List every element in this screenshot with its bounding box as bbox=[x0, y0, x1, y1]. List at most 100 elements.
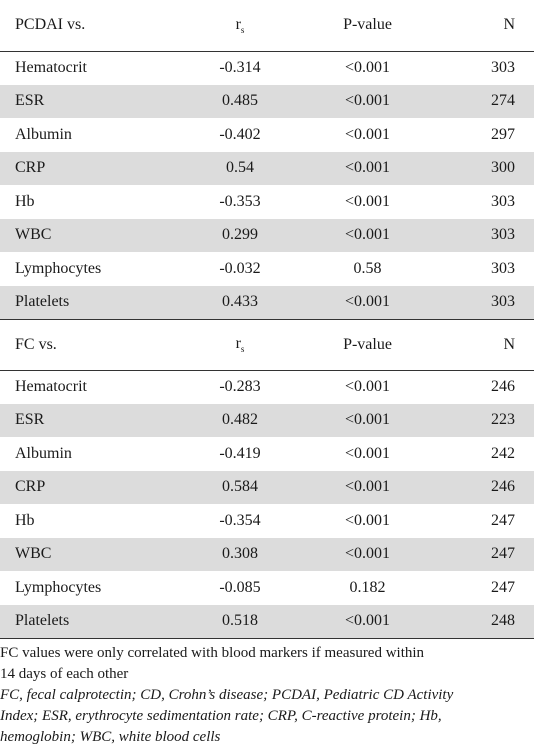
pvalue-cell: <0.001 bbox=[305, 537, 430, 571]
n-cell: 274 bbox=[430, 84, 534, 118]
pvalue-cell: <0.001 bbox=[305, 403, 430, 437]
table-row: ESR 0.482 <0.001 223 bbox=[0, 403, 534, 437]
marker-cell: Lymphocytes bbox=[15, 578, 102, 596]
rs-cell: 0.433 bbox=[175, 285, 305, 319]
rs-cell: -0.283 bbox=[219, 378, 261, 395]
pvalue-cell: <0.001 bbox=[344, 125, 391, 143]
table-row: CRP 0.54 <0.001 300 bbox=[0, 151, 534, 185]
n-cell: 303 bbox=[491, 259, 515, 277]
table-row: CRP 0.584 <0.001 246 bbox=[0, 470, 534, 504]
n-cell: 303 bbox=[430, 218, 534, 252]
pvalue-cell: <0.001 bbox=[305, 218, 430, 252]
rs-column-header: rs bbox=[175, 0, 305, 52]
table-row: Lymphocytes -0.085 0.182 247 bbox=[0, 571, 534, 605]
pvalue-cell: <0.001 bbox=[344, 378, 391, 395]
pvalue-cell: <0.001 bbox=[344, 444, 391, 462]
n-cell: 246 bbox=[430, 470, 534, 504]
table-row: WBC 0.308 <0.001 247 bbox=[0, 537, 534, 571]
rs-cell: 0.482 bbox=[175, 403, 305, 437]
n-cell: 303 bbox=[491, 192, 515, 210]
section-header-row: FC vs. rs P-value N bbox=[0, 318, 534, 371]
pvalue-cell: <0.001 bbox=[344, 59, 391, 76]
marker-cell: CRP bbox=[0, 151, 175, 185]
rs-cell: 0.584 bbox=[175, 470, 305, 504]
table-row: ESR 0.485 <0.001 274 bbox=[0, 84, 534, 118]
marker-cell: Platelets bbox=[0, 604, 175, 639]
abbreviations-line: hemoglobin; WBC, white blood cells bbox=[0, 728, 221, 745]
table-row: Hb -0.353 <0.001 303 bbox=[0, 185, 534, 219]
rs-cell: 0.54 bbox=[175, 151, 305, 185]
fc-section: FC vs. rs P-value N Hematocrit -0.283 <0… bbox=[0, 318, 534, 639]
pvalue-cell: <0.001 bbox=[344, 511, 391, 529]
marker-cell: Hb bbox=[15, 511, 35, 529]
table-row: Hematocrit -0.283 <0.001 246 bbox=[0, 370, 534, 404]
n-cell: 247 bbox=[491, 511, 515, 529]
n-cell: 242 bbox=[491, 444, 515, 462]
rs-cell: 0.518 bbox=[175, 604, 305, 639]
rs-cell: -0.354 bbox=[219, 511, 261, 529]
table-row: Platelets 0.518 <0.001 248 bbox=[0, 604, 534, 639]
pvalue-column-header: P-value bbox=[305, 318, 430, 371]
marker-cell: Albumin bbox=[15, 444, 72, 462]
table-row: Albumin -0.402 <0.001 297 bbox=[0, 118, 534, 152]
marker-cell: Hb bbox=[15, 192, 35, 210]
n-column-header: N bbox=[430, 0, 534, 52]
table-row: Lymphocytes -0.032 0.58 303 bbox=[0, 252, 534, 286]
marker-cell: Hematocrit bbox=[15, 59, 87, 76]
marker-cell: WBC bbox=[0, 218, 175, 252]
pvalue-cell: 0.58 bbox=[353, 259, 382, 277]
table-row: WBC 0.299 <0.001 303 bbox=[0, 218, 534, 252]
pcdai-section: PCDAI vs. rs P-value N Hematocrit -0.314… bbox=[0, 0, 534, 319]
correlation-table: PCDAI vs. rs P-value N Hematocrit -0.314… bbox=[0, 0, 534, 639]
n-cell: 223 bbox=[430, 403, 534, 437]
pvalue-cell: <0.001 bbox=[305, 151, 430, 185]
marker-cell: WBC bbox=[0, 537, 175, 571]
rs-cell: -0.032 bbox=[219, 259, 261, 277]
section-label: PCDAI vs. bbox=[0, 0, 175, 52]
n-cell: 300 bbox=[430, 151, 534, 185]
n-cell: 247 bbox=[491, 578, 515, 596]
abbreviations-line: FC, fecal calprotectin; CD, Crohn’s dise… bbox=[0, 686, 454, 703]
pvalue-cell: <0.001 bbox=[305, 84, 430, 118]
footnote-line: 14 days of each other bbox=[0, 665, 129, 682]
rs-cell: -0.402 bbox=[219, 125, 261, 143]
n-cell: 248 bbox=[430, 604, 534, 639]
rs-cell: -0.419 bbox=[219, 444, 261, 462]
n-cell: 297 bbox=[491, 125, 515, 143]
marker-cell: Lymphocytes bbox=[15, 259, 102, 277]
rs-cell: 0.485 bbox=[175, 84, 305, 118]
marker-cell: ESR bbox=[0, 403, 175, 437]
rs-column-header: rs bbox=[175, 318, 305, 371]
pvalue-cell: <0.001 bbox=[305, 604, 430, 639]
footnote-line: FC values were only correlated with bloo… bbox=[0, 644, 425, 661]
rs-cell: 0.299 bbox=[175, 218, 305, 252]
rs-cell: -0.085 bbox=[219, 578, 261, 596]
n-column-header: N bbox=[430, 318, 534, 371]
pvalue-column-header: P-value bbox=[305, 0, 430, 52]
marker-cell: CRP bbox=[0, 470, 175, 504]
n-cell: 247 bbox=[430, 537, 534, 571]
pvalue-cell: <0.001 bbox=[344, 192, 391, 210]
pvalue-cell: <0.001 bbox=[305, 285, 430, 319]
section-header-row: PCDAI vs. rs P-value N bbox=[0, 0, 534, 52]
abbreviations-line: Index; ESR, erythrocyte sedimentation ra… bbox=[0, 707, 442, 724]
marker-cell: Platelets bbox=[0, 285, 175, 319]
pvalue-cell: <0.001 bbox=[305, 470, 430, 504]
table-row: Albumin -0.419 <0.001 242 bbox=[0, 437, 534, 471]
pvalue-cell: 0.182 bbox=[349, 578, 386, 596]
section-label: FC vs. bbox=[0, 318, 175, 371]
rs-cell: -0.353 bbox=[219, 192, 261, 210]
table-row: Hematocrit -0.314 <0.001 303 bbox=[0, 51, 534, 85]
table-row: Platelets 0.433 <0.001 303 bbox=[0, 285, 534, 319]
rs-cell: 0.308 bbox=[175, 537, 305, 571]
n-cell: 303 bbox=[430, 285, 534, 319]
n-cell: 246 bbox=[491, 378, 515, 395]
marker-cell: ESR bbox=[0, 84, 175, 118]
n-cell: 303 bbox=[491, 59, 515, 76]
marker-cell: Hematocrit bbox=[15, 378, 87, 395]
table-footnotes: FC values were only correlated with bloo… bbox=[0, 639, 534, 748]
marker-cell: Albumin bbox=[15, 125, 72, 143]
table-row: Hb -0.354 <0.001 247 bbox=[0, 504, 534, 538]
rs-cell: -0.314 bbox=[219, 59, 261, 76]
